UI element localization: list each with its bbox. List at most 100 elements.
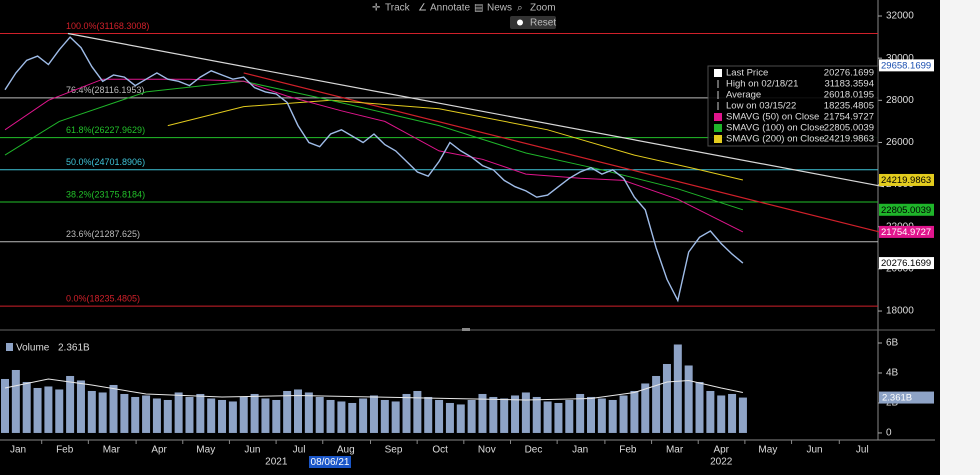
x-tick-label: May <box>758 445 777 456</box>
x-tick-label: Jan <box>10 445 26 456</box>
toolbar-button[interactable]: Zoom <box>530 3 556 14</box>
volume-bar <box>587 396 595 433</box>
x-tick-label: Sep <box>385 445 403 456</box>
volume-bar <box>174 392 183 433</box>
volume-bar <box>576 393 585 433</box>
volume-bar <box>348 402 357 433</box>
sma-line <box>4 80 744 211</box>
volume-bar <box>728 393 737 433</box>
legend-value: 18235.4805 <box>824 101 874 112</box>
x-tick-label: Jul <box>856 445 869 456</box>
toolbar-icon: ✛ <box>372 3 380 14</box>
volume-bar <box>391 401 400 433</box>
x-tick-label: Oct <box>432 445 448 456</box>
volume-bar <box>380 399 389 433</box>
y-tick-label: 0 <box>886 428 892 439</box>
legend-value: 31183.3594 <box>825 79 875 90</box>
volume-bar <box>22 381 31 433</box>
reset-label[interactable]: Reset <box>530 18 556 29</box>
legend-label: Last Price <box>726 68 768 79</box>
volume-bar <box>315 396 324 433</box>
volume-bar <box>76 380 85 433</box>
toolbar-button[interactable]: Track <box>385 3 411 14</box>
legend-label: SMAVG (50) on Close <box>726 112 819 123</box>
volume-bar <box>662 363 671 433</box>
volume-bar <box>261 398 270 433</box>
toolbar: ✛ Track ∠ Annotate ▤ News ⌕ Zoom Reset <box>372 3 556 29</box>
volume-bar <box>326 399 335 433</box>
volume-bar <box>543 401 552 433</box>
legend-label: SMAVG (200) on Close <box>726 134 825 145</box>
volume-axis-marker-label: 2.361B <box>882 393 912 404</box>
volume-bar <box>152 398 161 433</box>
legend-label: Low on 03/15/22 <box>726 101 796 112</box>
x-tick-label: Dec <box>525 445 543 456</box>
toolbar-button[interactable]: News <box>487 3 512 14</box>
volume-bar <box>424 396 433 433</box>
reset-button[interactable] <box>510 16 556 29</box>
y-tick-label: 18000 <box>886 306 914 317</box>
y-tick-label: 28000 <box>886 95 914 106</box>
volume-bar <box>695 381 704 433</box>
volume-bar <box>294 389 302 433</box>
volume-legend-swatch <box>6 343 13 351</box>
toolbar-icon: ▤ <box>474 3 483 14</box>
legend-swatch <box>714 135 722 143</box>
x-tick-label: Nov <box>478 445 496 456</box>
volume-bar <box>717 395 726 433</box>
volume-bar <box>511 395 520 433</box>
volume-bar <box>11 369 20 433</box>
toolbar-button[interactable]: Annotate <box>430 3 470 14</box>
year-label: 2021 <box>265 457 288 468</box>
volume-bar <box>565 399 574 433</box>
x-tick-label: Apr <box>713 445 729 456</box>
axis-marker-label: 24219.9863 <box>881 175 931 186</box>
volume-bar <box>684 365 693 433</box>
fib-label: 23.6%(21287.625) <box>66 229 140 239</box>
volume-bar <box>44 386 53 433</box>
volume-average <box>4 378 744 401</box>
legend-swatch <box>714 124 722 132</box>
volume-bar <box>304 392 313 433</box>
year-label: 2022 <box>710 457 733 468</box>
x-tick-label: Mar <box>103 445 121 456</box>
fib-label: 100.0%(31168.3008) <box>66 21 149 31</box>
volume-bar <box>120 393 129 433</box>
volume-bar <box>641 383 650 433</box>
volume-bar <box>467 399 476 433</box>
volume-bar <box>489 396 498 433</box>
volume-bar <box>445 402 454 433</box>
fib-label: 38.2%(23175.8184) <box>66 189 145 199</box>
volume-axis-marker <box>879 391 934 404</box>
volume-bar <box>250 393 259 433</box>
y-tick-label: 4B <box>886 368 899 379</box>
volume-bar <box>521 392 530 433</box>
legend-box <box>707 65 879 147</box>
volume-bar <box>185 396 194 433</box>
axis-marker <box>879 257 934 270</box>
fib-label: 76.4%(28116.1953) <box>66 85 144 95</box>
volume-bar <box>673 344 682 433</box>
pane-handle <box>462 328 470 331</box>
volume-bar <box>359 398 368 433</box>
legend-label: SMAVG (100) on Close <box>726 123 825 134</box>
cursor-date: 08/06/21 <box>311 457 350 468</box>
volume-bar <box>196 393 205 433</box>
fib-label: 61.8%(26227.9629) <box>66 125 145 135</box>
toolbar-icon: ⌕ <box>517 3 523 14</box>
volume-bar <box>33 387 42 433</box>
volume-bar <box>1 378 9 433</box>
volume-bar <box>500 398 509 433</box>
volume-bar <box>228 401 237 433</box>
axis-marker-label: 21754.9727 <box>881 227 931 238</box>
volume-bar <box>131 396 140 433</box>
x-tick-label: Feb <box>56 445 74 456</box>
cursor-date-box <box>309 456 351 468</box>
x-tick-label: Jun <box>806 445 822 456</box>
x-tick-label: May <box>196 445 215 456</box>
axis-marker-label: 20276.1699 <box>881 258 931 269</box>
volume-bar <box>619 395 628 433</box>
volume-bar <box>98 392 107 433</box>
volume-bar <box>369 395 378 433</box>
trend-line <box>67 32 885 188</box>
